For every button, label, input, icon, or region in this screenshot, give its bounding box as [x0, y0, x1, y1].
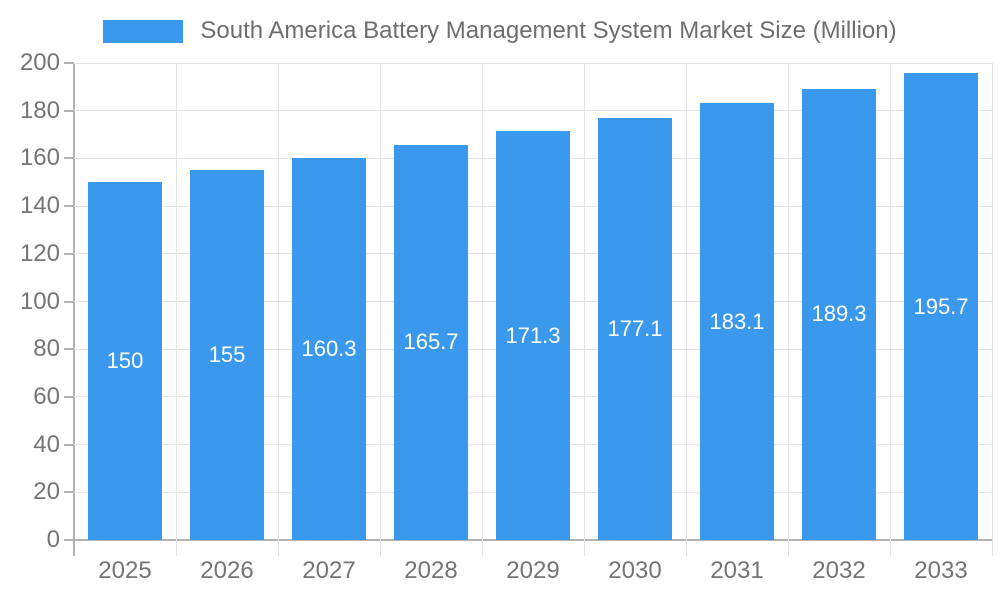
v-gridline — [685, 63, 687, 556]
v-gridline — [787, 63, 789, 556]
bar-value-label: 183.1 — [709, 308, 765, 334]
x-tick-label: 2027 — [302, 557, 356, 584]
bar-value-label: 177.1 — [607, 315, 663, 341]
y-axis-tick — [64, 252, 74, 255]
y-axis-line — [73, 63, 75, 556]
x-axis-line — [74, 539, 992, 541]
v-gridline — [889, 63, 891, 556]
y-tick-label: 200 — [19, 49, 60, 76]
y-tick-label: 80 — [33, 335, 60, 363]
bar-value-label: 165.7 — [403, 329, 459, 355]
x-tick-label: 2025 — [98, 557, 152, 584]
bar[interactable]: 150 — [88, 182, 162, 540]
y-tick-label: 60 — [33, 382, 60, 410]
y-tick-label: 20 — [33, 478, 60, 506]
y-axis-tick — [64, 395, 74, 398]
x-tick-label: 2032 — [812, 557, 866, 584]
bar[interactable]: 177.1 — [598, 117, 672, 540]
v-gridline — [379, 63, 381, 556]
bar[interactable]: 195.7 — [904, 73, 978, 540]
bar-value-label: 160.3 — [301, 335, 357, 361]
x-tick-label: 2033 — [914, 557, 968, 584]
bar[interactable]: 160.3 — [292, 157, 366, 540]
bar[interactable]: 165.7 — [394, 144, 468, 540]
bar-value-label: 195.7 — [913, 293, 969, 319]
bar-value-label: 189.3 — [811, 301, 867, 327]
y-axis-tick — [64, 62, 74, 65]
x-tick-label: 2029 — [506, 557, 560, 584]
bar[interactable]: 155 — [190, 170, 264, 540]
v-gridline — [583, 63, 585, 556]
bar[interactable]: 189.3 — [802, 88, 876, 540]
y-axis-tick — [64, 491, 74, 494]
y-tick-label: 100 — [19, 287, 60, 315]
x-tick-label: 2026 — [200, 557, 254, 584]
legend-swatch[interactable] — [103, 19, 184, 43]
plot-area: 0 20 40 60 80 100 120 140 160 180 200 150 2025 155 202… — [20, 49, 993, 584]
bar-value-label: 150 — [106, 348, 144, 374]
x-tick-label: 2031 — [710, 557, 764, 584]
x-tick-label: 2030 — [608, 557, 662, 584]
y-tick-label: 120 — [19, 239, 60, 267]
legend-label: South America Battery Management System … — [200, 17, 897, 44]
v-gridline — [481, 63, 483, 556]
v-gridline — [991, 63, 993, 556]
y-axis-tick — [64, 109, 74, 112]
y-axis-tick — [64, 205, 74, 208]
y-tick-label: 180 — [19, 96, 60, 124]
y-axis-tick — [64, 539, 74, 541]
legend[interactable]: South America Battery Management System … — [0, 17, 1000, 45]
x-tick-label: 2028 — [404, 557, 458, 584]
v-gridline — [277, 63, 279, 556]
v-gridline — [175, 63, 177, 556]
bar[interactable]: 183.1 — [700, 103, 774, 540]
bar[interactable]: 171.3 — [496, 131, 570, 540]
y-tick-label: 0 — [46, 526, 60, 553]
h-gridline — [74, 62, 992, 64]
y-axis-tick — [64, 157, 74, 160]
y-axis-tick — [64, 443, 74, 446]
y-tick-label: 40 — [33, 430, 60, 458]
y-tick-label: 160 — [19, 144, 60, 172]
y-axis-tick — [64, 348, 74, 351]
h-gridline — [74, 110, 992, 112]
bar-value-label: 155 — [208, 342, 246, 368]
bar-value-label: 171.3 — [505, 322, 561, 348]
y-axis-tick — [64, 300, 74, 303]
y-tick-label: 140 — [19, 192, 60, 220]
